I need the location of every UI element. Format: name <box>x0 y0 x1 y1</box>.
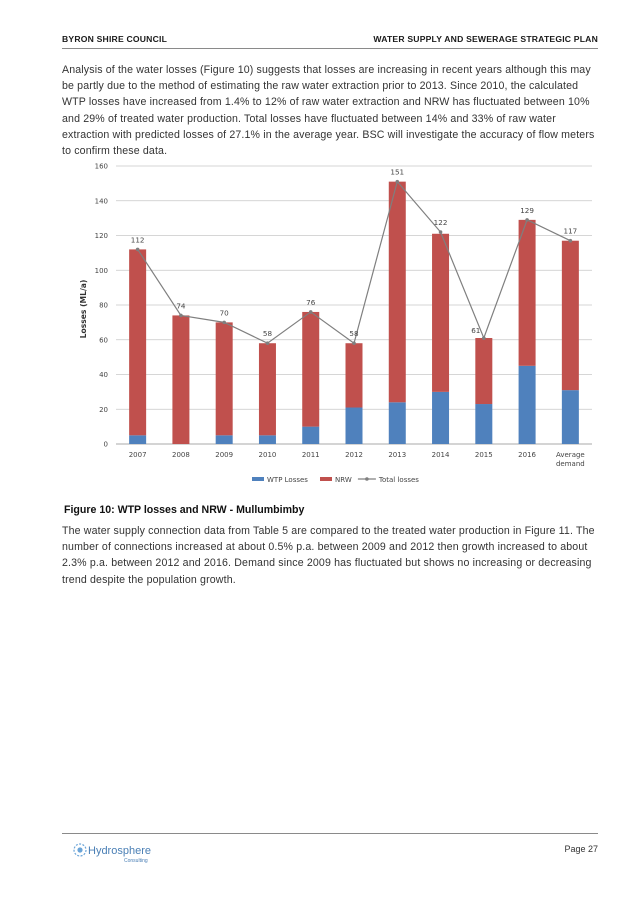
data-label: 112 <box>131 235 145 244</box>
figure-caption: Figure 10: WTP losses and NRW - Mullumbi… <box>64 504 305 516</box>
x-tick-label: 2015 <box>475 451 493 459</box>
y-tick-label: 140 <box>95 197 108 205</box>
total-losses-point <box>482 336 486 340</box>
footer-rule <box>62 833 598 834</box>
total-losses-point <box>438 230 443 234</box>
legend-total-marker <box>365 477 369 481</box>
y-tick-label: 60 <box>99 336 108 344</box>
y-tick-label: 160 <box>95 163 108 171</box>
y-tick-label: 20 <box>99 406 108 414</box>
wtp-losses-bar <box>302 426 320 444</box>
logo-text: Hydrosphere <box>88 845 151 857</box>
wtp-losses-bar <box>345 407 363 444</box>
x-tick-label: Average demand <box>556 451 585 468</box>
hydrosphere-logo: Hydrosphere Consulting <box>73 843 151 864</box>
losses-chart: 0 20 40 60 80 100 120 140 160 Losses (ML/a) 2007 20… <box>79 163 592 484</box>
total-losses-point <box>222 320 226 325</box>
wtp-losses-bar <box>129 435 147 444</box>
data-label: 117 <box>564 227 578 236</box>
legend-label: WTP Losses <box>267 476 308 484</box>
data-label: 58 <box>349 329 359 338</box>
wtp-losses-bar <box>518 365 536 444</box>
data-label: 151 <box>390 168 404 177</box>
logo-subtext: Consulting <box>124 858 148 864</box>
nrw-bar <box>302 311 320 427</box>
total-losses-point <box>179 313 183 318</box>
y-tick-label: 40 <box>99 371 108 379</box>
hydrosphere-droplet-icon <box>73 843 87 857</box>
nrw-bar <box>258 343 276 436</box>
total-losses-point <box>135 247 140 252</box>
nrw-bar <box>388 181 406 403</box>
wtp-losses-bar <box>258 435 276 444</box>
x-tick-label: 2011 <box>302 451 320 459</box>
nrw-bar <box>432 233 450 392</box>
x-tick-label: 2007 <box>129 451 147 459</box>
data-label: 61 <box>471 326 480 335</box>
nrw-bar <box>475 338 493 405</box>
data-label: 122 <box>434 218 448 227</box>
data-label: 58 <box>263 329 273 338</box>
y-tick-label: 120 <box>95 232 108 240</box>
nrw-bar <box>172 315 190 444</box>
body-paragraph-1: Analysis of the water losses (Figure 10)… <box>62 64 595 158</box>
x-tick-label: 2013 <box>388 451 406 459</box>
y-tick-label: 100 <box>95 267 108 275</box>
nrw-bar <box>345 343 363 408</box>
header-organisation: BYRON SHIRE COUNCIL <box>62 34 168 44</box>
nrw-bar <box>518 219 536 366</box>
nrw-bar <box>129 249 147 436</box>
wtp-losses-bar <box>388 402 406 444</box>
header-document-title: WATER SUPPLY AND SEWERAGE STRATEGIC PLAN <box>373 34 598 44</box>
total-losses-point <box>395 179 400 184</box>
wtp-losses-bar <box>561 390 579 444</box>
data-label: 76 <box>306 298 316 307</box>
total-losses-point <box>525 218 529 222</box>
legend-nrw-swatch <box>320 477 332 481</box>
x-tick-label: 2016 <box>518 451 536 459</box>
wtp-losses-bar <box>432 391 450 444</box>
data-label: 74 <box>176 301 186 310</box>
body-paragraph-2: The water supply connection data from Ta… <box>62 525 595 586</box>
y-axis-title: Losses (ML/a) <box>79 280 88 339</box>
x-tick-label: 2012 <box>345 451 363 459</box>
nrw-bar <box>215 322 233 436</box>
y-tick-label: 0 <box>104 441 108 449</box>
nrw-bar <box>561 240 579 391</box>
data-label: 70 <box>220 308 230 317</box>
header-rule <box>62 48 598 49</box>
x-tick-label: 2009 <box>215 451 233 459</box>
total-losses-point <box>265 341 270 346</box>
data-label: 129 <box>520 206 534 215</box>
x-tick-label: 2008 <box>172 451 190 459</box>
total-losses-point <box>308 310 313 314</box>
legend-label: NRW <box>335 476 352 484</box>
x-tick-label: 2014 <box>432 451 450 459</box>
wtp-losses-bar <box>475 404 493 444</box>
legend-wtp-swatch <box>252 477 264 481</box>
x-tick-label: 2010 <box>259 451 277 459</box>
total-losses-point <box>352 341 356 346</box>
page-number: Page 27 <box>564 844 598 854</box>
total-losses-line <box>137 180 571 345</box>
legend-label: Total losses <box>378 476 419 484</box>
total-losses-point <box>568 238 573 243</box>
y-tick-label: 80 <box>99 302 108 310</box>
page-header: BYRON SHIRE COUNCIL WATER SUPPLY AND SEW… <box>62 34 598 48</box>
wtp-losses-bar <box>215 435 233 444</box>
